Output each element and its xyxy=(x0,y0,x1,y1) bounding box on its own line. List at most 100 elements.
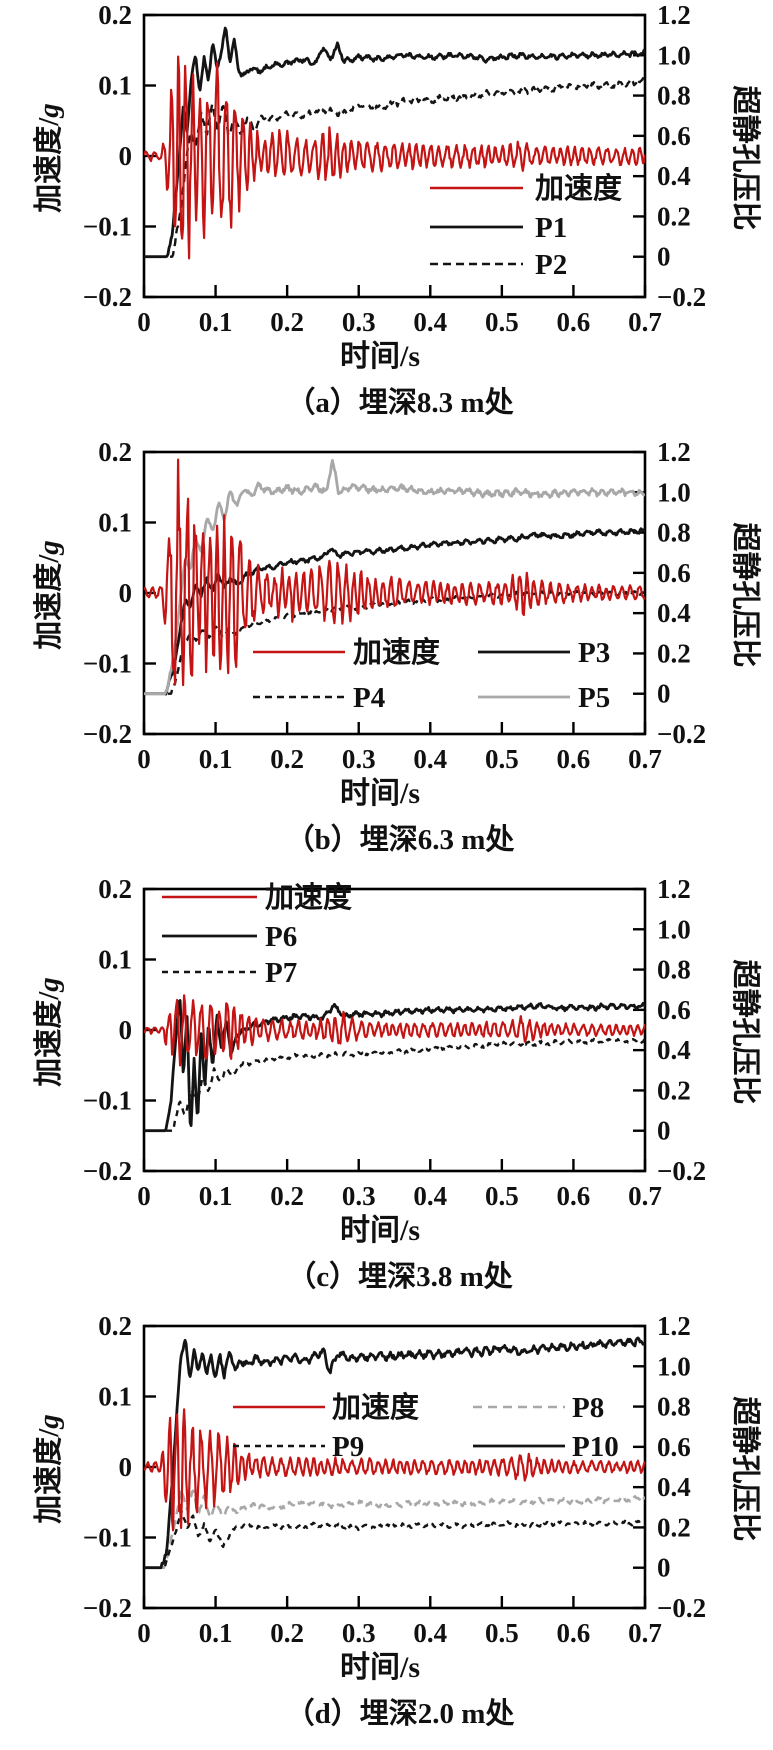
caption-c: （c）埋深3.8 m处 xyxy=(287,1260,513,1293)
right-tick-label: 0.6 xyxy=(657,995,691,1025)
x-tick-label: 0.2 xyxy=(270,1618,304,1648)
x-axis-label: 时间/s xyxy=(340,777,420,810)
x-tick-label: 0.1 xyxy=(199,744,233,774)
series-加速度 xyxy=(144,55,645,260)
series-P7 xyxy=(144,1037,645,1132)
y-axis-label-left: 加速度/g xyxy=(32,540,65,650)
left-tick-label: 0 xyxy=(119,578,133,608)
legend-label-P7: P7 xyxy=(265,957,297,989)
right-tick-label: −0.2 xyxy=(657,719,706,749)
caption-d: （d）埋深2.0 m处 xyxy=(286,1697,515,1730)
left-tick-label: −0.1 xyxy=(83,649,132,679)
right-tick-label: 1.0 xyxy=(657,477,691,507)
left-tick-label: 0 xyxy=(119,141,133,171)
left-tick-label: −0.2 xyxy=(83,282,132,312)
panel-c-chart: 0.2 0.1 0 −0.1 −0.2 1.2 1.0 0.8 0.6 0.4 0.2 0 −0.2 0 0… xyxy=(0,874,773,1311)
series-group xyxy=(144,26,645,260)
axis-ticks: 0.20.10−0.1−0.21.21.00.80.60.40.20−0.20 0… xyxy=(83,437,706,774)
chart-a: 0.20.10−0.1−0.21.21.00.80.60.40.20−0.20 0… xyxy=(32,0,762,419)
y-axis-label-right: 超静孔压比 xyxy=(729,1396,762,1541)
x-tick-label: 0.3 xyxy=(342,307,376,337)
series-P1 xyxy=(144,26,645,259)
x-tick-label: 0.4 xyxy=(413,1618,447,1648)
right-tick-label: 0.8 xyxy=(657,81,691,111)
chart-c: 0.20.10−0.1−0.21.21.00.80.60.40.20−0.20 0… xyxy=(32,874,762,1293)
legend-d: 加速度 P8 P9 P10 xyxy=(233,1391,619,1463)
axis-ticks: 0.20.10−0.1−0.21.21.00.80.60.40.20−0.20 0… xyxy=(83,874,706,1211)
x-tick-label: 0 xyxy=(137,1618,151,1648)
x-tick-label: 0.1 xyxy=(199,1618,233,1648)
chart-d: 0.20.10−0.1−0.21.21.00.80.60.40.20−0.20 0… xyxy=(32,1311,762,1730)
legend-label-加速度: 加速度 xyxy=(535,172,622,205)
x-tick-label: 0.7 xyxy=(628,744,662,774)
right-tick-label: 0.6 xyxy=(657,121,691,151)
x-axis-label: 时间/s xyxy=(340,1651,420,1684)
right-tick-label: −0.2 xyxy=(657,1156,706,1186)
right-tick-label: 0.8 xyxy=(657,955,691,985)
left-tick-label: 0.1 xyxy=(98,1382,132,1412)
x-tick-label: 0.2 xyxy=(270,744,304,774)
legend-label-P4: P4 xyxy=(353,682,385,714)
legend-b: 加速度 P3 P4 P5 xyxy=(253,636,610,714)
caption-b: （b）埋深6.3 m处 xyxy=(286,823,515,856)
right-tick-label: 0.4 xyxy=(657,161,691,191)
x-tick-label: 0.1 xyxy=(199,1181,233,1211)
right-tick-label: 0 xyxy=(657,679,671,709)
x-tick-label: 0.5 xyxy=(485,1618,519,1648)
left-tick-label: 0.2 xyxy=(98,874,132,904)
y-axis-label-left: 加速度/g xyxy=(32,1414,65,1524)
x-tick-label: 0.6 xyxy=(557,744,591,774)
x-tick-label: 0.6 xyxy=(557,1181,591,1211)
x-tick-label: 0 xyxy=(137,1181,151,1211)
axis-ticks: 0.20.10−0.1−0.21.21.00.80.60.40.20−0.20 0… xyxy=(83,1311,706,1648)
x-tick-label: 0.7 xyxy=(628,1618,662,1648)
x-tick-label: 0.6 xyxy=(557,1618,591,1648)
x-tick-label: 0 xyxy=(137,307,151,337)
left-tick-label: −0.1 xyxy=(83,212,132,242)
right-tick-label: 0.4 xyxy=(657,598,691,628)
x-tick-label: 0.5 xyxy=(485,1181,519,1211)
x-tick-label: 0.5 xyxy=(485,307,519,337)
left-tick-label: 0 xyxy=(119,1015,133,1045)
x-tick-label: 0.4 xyxy=(413,307,447,337)
x-tick-label: 0.6 xyxy=(557,307,591,337)
series-P8 xyxy=(144,1487,645,1569)
left-tick-label: −0.2 xyxy=(83,1156,132,1186)
caption-a: （a）埋深8.3 m处 xyxy=(286,386,513,419)
legend-label-加速度: 加速度 xyxy=(332,1391,419,1424)
left-tick-label: −0.2 xyxy=(83,1593,132,1623)
x-tick-label: 0.3 xyxy=(342,1618,376,1648)
left-tick-label: −0.1 xyxy=(83,1523,132,1553)
left-tick-label: 0.2 xyxy=(98,437,132,467)
legend-label-P1: P1 xyxy=(535,212,567,244)
y-axis-label-left: 加速度/g xyxy=(32,977,65,1087)
right-tick-label: 1.2 xyxy=(657,874,691,904)
right-tick-label: 0.4 xyxy=(657,1035,691,1065)
legend-a: 加速度 P1 P2 xyxy=(430,172,622,281)
chart-b: 0.20.10−0.1−0.21.21.00.80.60.40.20−0.20 0… xyxy=(32,437,762,856)
legend-label-P10: P10 xyxy=(572,1431,619,1463)
series-P5 xyxy=(144,459,645,696)
series-加速度 xyxy=(144,994,645,1067)
x-axis-label: 时间/s xyxy=(340,340,420,373)
y-axis-label-right: 超静孔压比 xyxy=(729,522,762,667)
legend-label-P9: P9 xyxy=(332,1431,364,1463)
x-tick-label: 0.3 xyxy=(342,744,376,774)
y-axis-label-left: 加速度/g xyxy=(32,103,65,213)
legend-label-P8: P8 xyxy=(572,1392,604,1424)
left-tick-label: 0.1 xyxy=(98,71,132,101)
right-tick-label: 0.6 xyxy=(657,558,691,588)
right-tick-label: 1.0 xyxy=(657,40,691,70)
left-tick-label: 0.1 xyxy=(98,945,132,975)
right-tick-label: 0.2 xyxy=(657,201,691,231)
series-group xyxy=(144,458,645,696)
right-tick-label: 1.0 xyxy=(657,914,691,944)
series-P3 xyxy=(144,527,645,696)
panel-b-chart: 0.2 0.1 0 −0.1 −0.2 1.2 1.0 0.8 0.6 0.4 0.2 0 −0.2 0 0… xyxy=(0,437,773,874)
left-tick-label: 0.2 xyxy=(98,0,132,30)
right-tick-label: 0.2 xyxy=(657,1512,691,1542)
right-tick-label: 1.2 xyxy=(657,0,691,30)
x-tick-label: 0.3 xyxy=(342,1181,376,1211)
right-tick-label: 0.6 xyxy=(657,1432,691,1462)
series-group xyxy=(144,1336,645,1570)
